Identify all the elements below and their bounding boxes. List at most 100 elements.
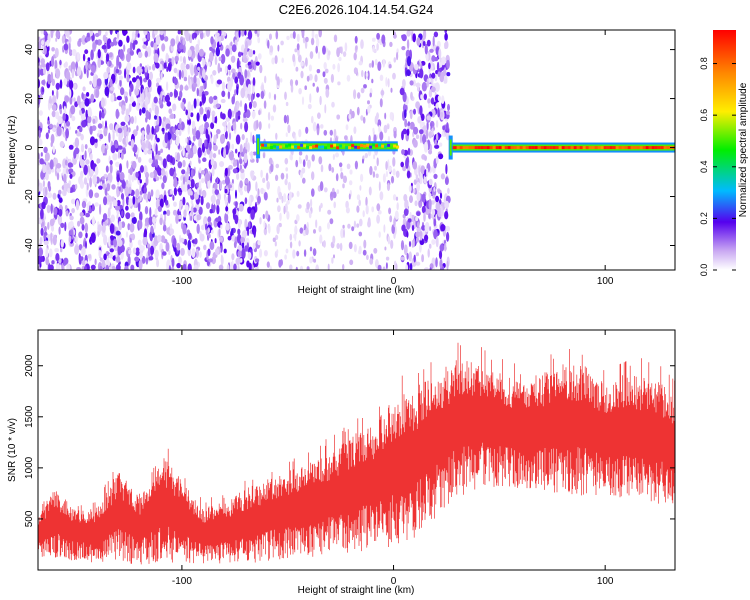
noise-blob — [371, 206, 375, 213]
noise-blob — [196, 223, 200, 234]
signal-cell — [309, 146, 313, 150]
noise-blob — [182, 159, 186, 168]
noise-blob — [117, 127, 123, 134]
noise-blob — [54, 59, 58, 71]
noise-blob — [425, 129, 429, 140]
noise-blob — [152, 64, 156, 71]
noise-blob — [132, 247, 137, 255]
noise-blob — [101, 176, 105, 181]
noise-blob — [182, 263, 187, 270]
noise-blob — [185, 63, 190, 70]
noise-blob — [348, 193, 351, 200]
noise-blob — [416, 191, 421, 202]
noise-blob — [245, 90, 248, 99]
noise-blob — [375, 259, 379, 269]
noise-blob — [52, 127, 57, 132]
noise-blob — [406, 56, 412, 67]
signal-cell — [624, 146, 628, 150]
noise-blob — [165, 123, 171, 129]
noise-blob — [190, 215, 193, 221]
noise-blob — [320, 202, 323, 209]
noise-blob — [44, 234, 47, 241]
noise-blob — [263, 250, 268, 257]
noise-blob — [214, 182, 218, 191]
noise-blob — [308, 210, 312, 219]
noise-blob — [197, 147, 202, 158]
noise-blob — [254, 30, 258, 34]
noise-blob — [389, 215, 393, 223]
noise-blob — [88, 206, 92, 213]
noise-blob — [126, 62, 132, 71]
noise-blob — [275, 163, 280, 169]
noise-blob — [140, 165, 144, 173]
noise-blob — [170, 38, 176, 47]
spectrogram-marks — [38, 30, 675, 270]
noise-blob — [154, 105, 159, 117]
signal-cell — [342, 144, 346, 148]
noise-blob — [131, 175, 134, 183]
noise-blob — [240, 170, 245, 180]
signal-cell — [492, 146, 496, 150]
noise-blob — [286, 114, 290, 125]
noise-blob — [189, 160, 192, 166]
noise-blob — [149, 107, 152, 114]
noise-blob — [292, 31, 296, 39]
noise-blob — [347, 223, 351, 229]
noise-blob — [318, 30, 322, 38]
noise-blob — [223, 146, 227, 158]
noise-blob — [143, 182, 147, 188]
noise-blob — [172, 209, 178, 216]
signal-cell — [603, 146, 607, 150]
noise-blob — [199, 106, 204, 115]
noise-blob — [86, 202, 90, 212]
noise-blob — [407, 218, 412, 223]
noise-blob — [198, 159, 201, 164]
noise-blob — [440, 111, 444, 118]
noise-blob — [174, 155, 178, 161]
noise-blob — [199, 48, 204, 57]
noise-blob — [125, 231, 129, 238]
noise-blob — [322, 71, 326, 78]
noise-blob — [244, 121, 249, 133]
noise-blob — [426, 168, 429, 178]
noise-blob — [302, 177, 306, 184]
noise-blob — [119, 79, 122, 87]
noise-blob — [236, 60, 240, 70]
noise-blob — [110, 93, 115, 103]
signal-cell — [570, 146, 574, 150]
noise-blob — [315, 37, 320, 48]
noise-blob — [424, 43, 428, 55]
noise-blob — [119, 172, 125, 181]
noise-blob — [346, 74, 351, 82]
noise-blob — [232, 72, 236, 80]
noise-blob — [236, 172, 240, 180]
noise-blob — [85, 232, 88, 239]
noise-blob — [139, 183, 142, 193]
noise-blob — [43, 46, 47, 55]
signal-cell — [567, 146, 571, 150]
noise-blob — [413, 179, 417, 186]
noise-blob — [298, 240, 301, 247]
noise-blob — [181, 169, 186, 175]
noise-blob — [97, 129, 103, 134]
noise-blob — [70, 198, 76, 205]
signal-cell — [561, 146, 565, 150]
noise-blob — [378, 231, 381, 238]
noise-blob — [332, 63, 336, 70]
noise-blob — [331, 167, 335, 173]
noise-blob — [296, 33, 300, 43]
signal-cell — [396, 145, 400, 149]
signal-cell — [663, 146, 667, 150]
noise-blob — [286, 211, 290, 220]
noise-blob — [38, 40, 41, 49]
noise-blob — [340, 167, 343, 172]
noise-blob — [148, 141, 152, 152]
noise-blob — [424, 267, 429, 270]
noise-blob — [157, 167, 162, 176]
noise-blob — [49, 218, 55, 227]
noise-blob — [284, 157, 289, 165]
noise-blob — [287, 124, 291, 134]
noise-blob — [199, 31, 204, 40]
